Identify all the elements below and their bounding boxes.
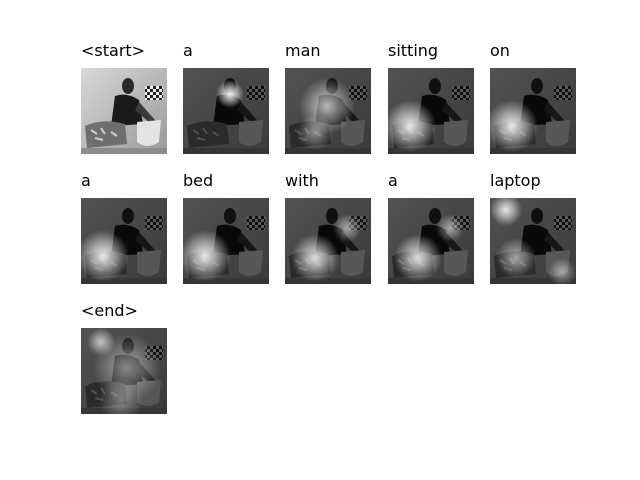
attention-map-image <box>490 68 576 154</box>
attention-map-image <box>183 68 269 154</box>
attention-map-image <box>183 198 269 284</box>
attention-map-image <box>388 68 474 154</box>
attention-map-image <box>388 198 474 284</box>
caption-token: <end> <box>81 301 138 320</box>
caption-token: a <box>183 41 193 60</box>
attention-map-image <box>285 198 371 284</box>
caption-token: bed <box>183 171 214 190</box>
caption-token: on <box>490 41 510 60</box>
caption-token: laptop <box>490 171 541 190</box>
attention-map-image <box>81 68 167 154</box>
caption-token: a <box>81 171 91 190</box>
attention-map-image <box>81 198 167 284</box>
attention-map-image <box>490 198 576 284</box>
caption-token: sitting <box>388 41 439 60</box>
caption-token: <start> <box>81 41 146 60</box>
attention-map-image <box>285 68 371 154</box>
caption-token: a <box>388 171 398 190</box>
attention-map-image <box>81 328 167 414</box>
caption-token: with <box>285 171 319 190</box>
caption-token: man <box>285 41 321 60</box>
